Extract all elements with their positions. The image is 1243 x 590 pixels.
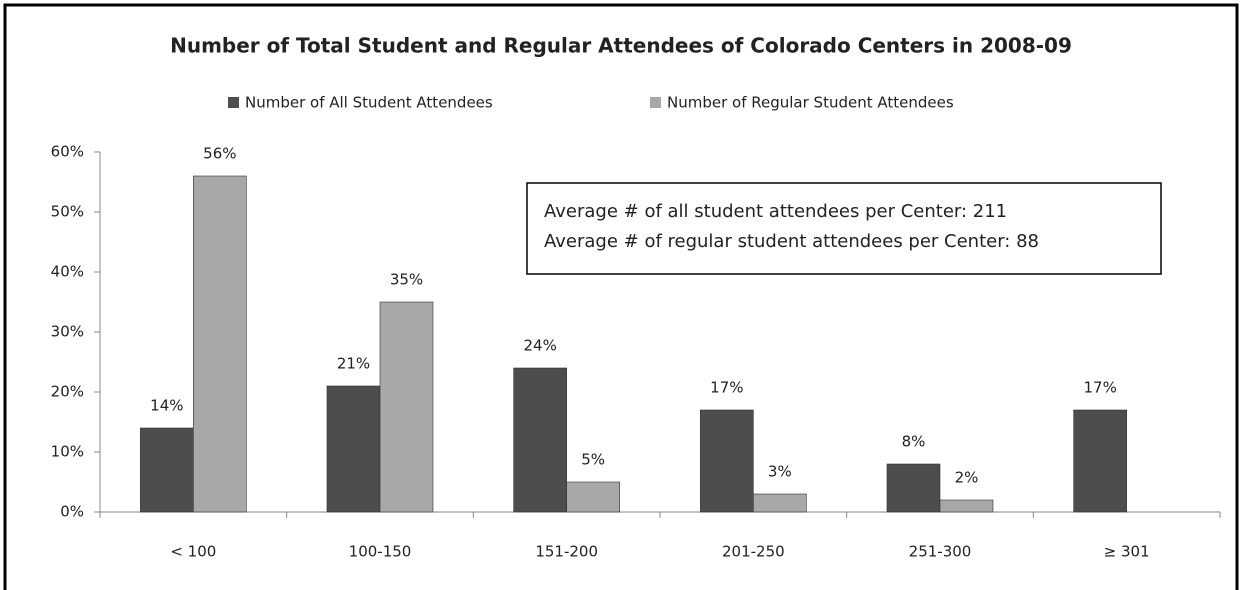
y-tick-label: 10% — [51, 443, 84, 461]
bar — [566, 481, 620, 513]
y-tick-label: 60% — [51, 143, 84, 161]
bar — [193, 175, 247, 513]
y-tick-label: 50% — [51, 203, 84, 221]
bar — [513, 367, 567, 513]
value-label: 24% — [523, 337, 556, 355]
value-label: 17% — [1083, 379, 1116, 397]
bar — [939, 499, 994, 513]
value-label: 56% — [203, 145, 236, 163]
bar — [700, 409, 754, 513]
legend-label: Number of All Student Attendees — [245, 94, 493, 112]
x-tick-label: 151-200 — [535, 543, 598, 561]
annotation: Average # of regular student attendees p… — [544, 231, 1039, 252]
value-label: 21% — [337, 355, 370, 373]
bar — [753, 493, 807, 513]
annotation: Average # of all student attendees per C… — [544, 201, 1007, 222]
y-tick-label: 40% — [51, 263, 84, 281]
x-tick-label: 100-150 — [349, 543, 412, 561]
value-label: 35% — [390, 271, 423, 289]
bar — [379, 301, 434, 513]
value-label: 2% — [955, 469, 979, 487]
y-tick-label: 0% — [60, 503, 84, 521]
value-label: 14% — [150, 397, 183, 415]
legend-swatch — [228, 97, 239, 108]
x-tick-label: ≥ 301 — [1104, 543, 1150, 561]
y-tick-label: 20% — [51, 383, 84, 401]
x-tick-label: 201-250 — [722, 543, 785, 561]
value-label: 17% — [710, 379, 743, 397]
value-label: 3% — [768, 463, 792, 481]
legend-label: Number of Regular Student Attendees — [667, 94, 954, 112]
x-tick-label: < 100 — [170, 543, 216, 561]
bar — [140, 427, 194, 513]
chart-title: Number of Total Student and Regular Atte… — [170, 34, 1072, 58]
bar — [326, 385, 381, 513]
x-tick-label: 251-300 — [909, 543, 972, 561]
value-label: 8% — [902, 433, 926, 451]
legend-swatch — [650, 97, 661, 108]
bar — [1073, 409, 1127, 513]
value-label: 5% — [581, 451, 605, 469]
bar — [886, 463, 941, 513]
y-tick-label: 30% — [51, 323, 84, 341]
annotation-box — [526, 182, 1162, 275]
